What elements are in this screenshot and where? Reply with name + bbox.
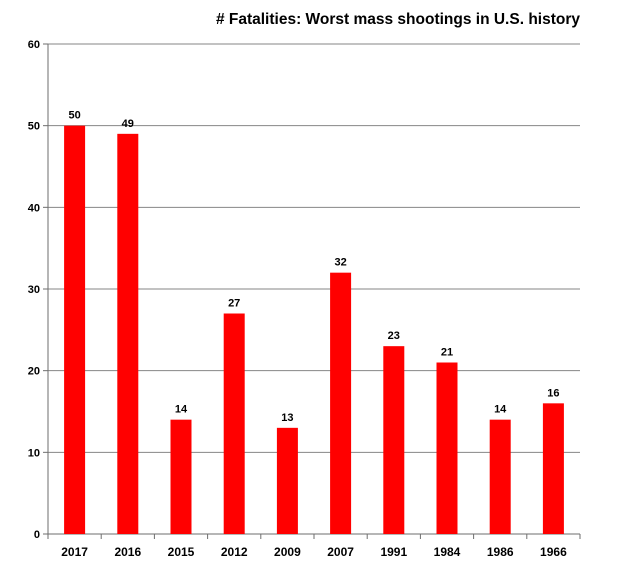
bar [542, 403, 564, 534]
bar [117, 133, 139, 535]
data-label: 13 [281, 412, 293, 424]
y-tick-label: 50 [28, 121, 40, 133]
bars [64, 125, 564, 535]
x-tick-label: 1966 [540, 545, 567, 559]
data-labels: 50 49 14 27 13 32 23 21 14 16 [68, 110, 559, 424]
data-label: 27 [228, 298, 240, 310]
x-tick-label: 1986 [487, 545, 514, 559]
bar [383, 346, 405, 534]
bar [64, 125, 86, 535]
x-tick-label: 2009 [274, 545, 301, 559]
y-tick-label: 60 [28, 39, 40, 51]
x-tick-label: 2015 [168, 545, 195, 559]
x-tick-label: 2007 [327, 545, 354, 559]
data-label: 50 [68, 110, 80, 122]
x-tick-label: 2017 [61, 545, 88, 559]
x-tick-label: 2012 [221, 545, 248, 559]
y-tick-label: 10 [28, 447, 40, 459]
x-tick-label: 1991 [380, 545, 407, 559]
bar [170, 419, 192, 534]
data-label: 16 [547, 387, 559, 399]
bar [223, 313, 245, 534]
y-tick-label: 40 [28, 202, 40, 214]
data-label: 21 [441, 347, 453, 359]
bar [489, 419, 511, 534]
data-label: 14 [175, 404, 188, 416]
bar [276, 427, 298, 534]
data-label: 23 [388, 330, 400, 342]
bar [436, 362, 458, 534]
bar [330, 272, 352, 534]
data-label: 49 [122, 118, 134, 130]
chart-title: # Fatalities: Worst mass shootings in U.… [216, 11, 580, 28]
y-tick-label: 30 [28, 284, 40, 296]
x-axis-ticks: 2017 2016 2015 2012 2009 2007 1991 1984 1986 1966 [47, 534, 581, 559]
y-axis-ticks: 0 10 20 30 40 50 60 [28, 39, 48, 541]
y-tick-label: 20 [28, 366, 40, 378]
x-tick-label: 2016 [114, 545, 141, 559]
x-tick-label: 1984 [434, 545, 461, 559]
y-tick-label: 0 [34, 529, 40, 541]
data-label: 32 [334, 257, 346, 269]
data-label: 14 [494, 404, 507, 416]
